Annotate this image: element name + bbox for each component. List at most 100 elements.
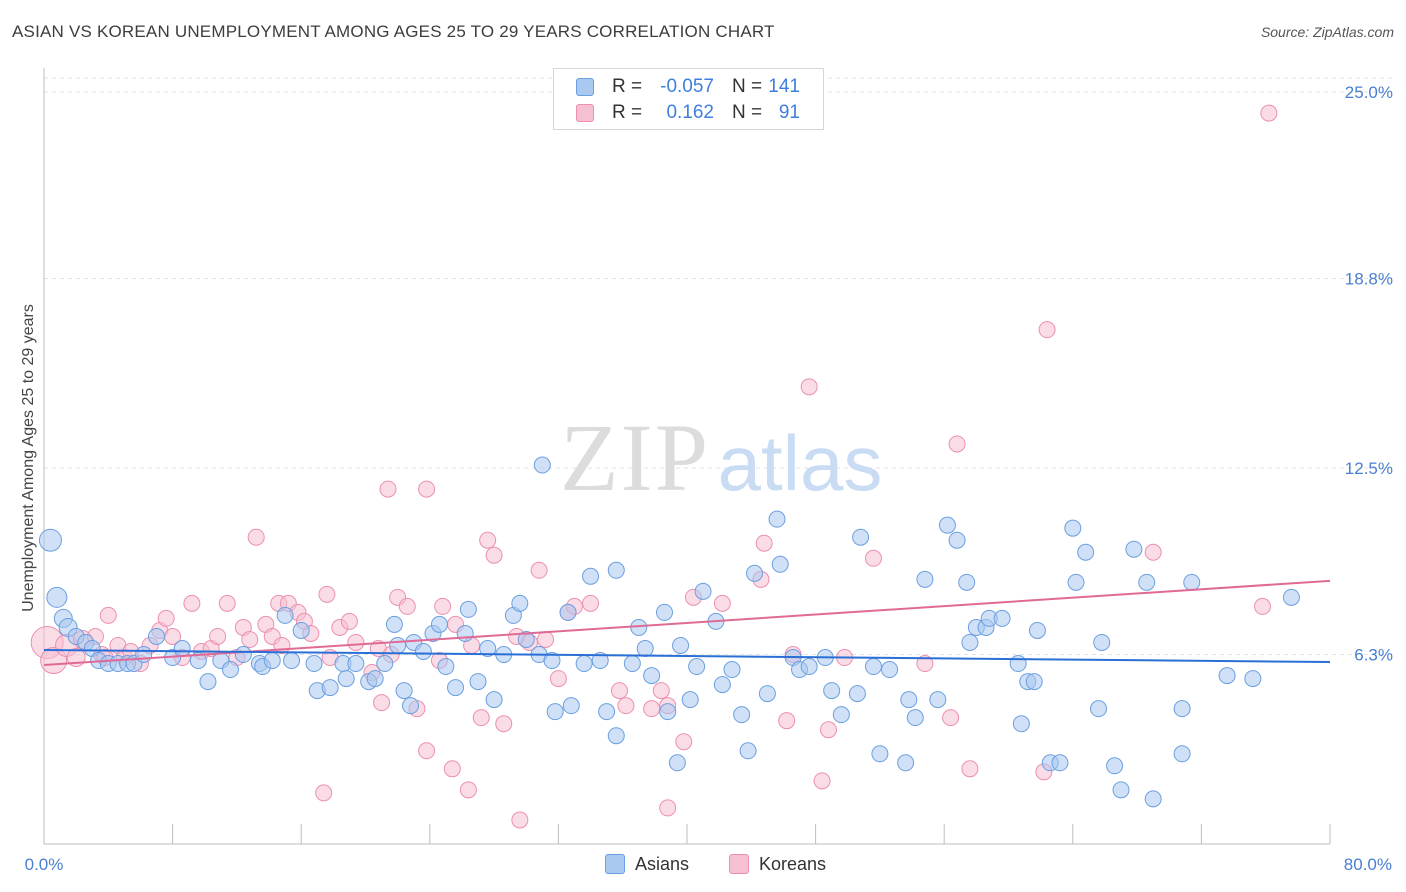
asians-point [1173, 700, 1191, 718]
tick-labels: 6.3% 12.5% 18.8% 25.0% 0.0% 80.0% [25, 83, 1393, 874]
asians-point [414, 643, 432, 661]
asians-point [993, 609, 1011, 627]
koreans-point [398, 597, 416, 615]
asians-point [900, 691, 918, 709]
asians-point [871, 745, 889, 763]
asians-point [385, 615, 403, 633]
correlation-legend: R = -0.057 N = 141 R = 0.162 N = 91 [553, 68, 824, 130]
koreans-point [1038, 321, 1056, 339]
koreans-point [813, 772, 831, 790]
koreans-trend-line [43, 579, 1331, 667]
asians-point [511, 594, 529, 612]
asians-point [636, 639, 654, 657]
koreans-point [800, 378, 818, 396]
asians-point [1051, 754, 1069, 772]
asians-point [897, 754, 915, 772]
asians-point [668, 754, 686, 772]
gridlines [44, 77, 1392, 656]
asians-point [823, 682, 841, 700]
koreans-legend-swatch [729, 854, 749, 874]
trend-lines [43, 579, 1331, 667]
asians-point [469, 673, 487, 691]
asians-point [800, 658, 818, 676]
asians-point [38, 528, 62, 552]
asians-point [848, 685, 866, 703]
koreans-point [864, 549, 882, 567]
asians-point [929, 691, 947, 709]
asians-point [1090, 700, 1108, 718]
asians-point [672, 636, 690, 654]
y-tick-label: 6.3% [1354, 646, 1393, 665]
asians-point [1067, 573, 1085, 591]
asians-point [199, 673, 217, 691]
asians-point [771, 555, 789, 573]
koreans-point [511, 811, 529, 829]
watermark: ZIP atlas [560, 404, 882, 511]
asians-point [758, 685, 776, 703]
koreans-point [495, 715, 513, 733]
asians-point [292, 621, 310, 639]
asians-point [623, 655, 641, 673]
koreans-point [347, 633, 365, 651]
asians-point [864, 658, 882, 676]
asians-point [881, 661, 899, 679]
asians-point [347, 655, 365, 673]
koreans-point [459, 781, 477, 799]
asians-point [533, 456, 551, 474]
koreans-point [643, 700, 661, 718]
koreans-point [273, 636, 291, 654]
asians-point [733, 706, 751, 724]
r-label: R = [612, 76, 643, 97]
koreans-point [183, 594, 201, 612]
koreans-swatch [576, 104, 594, 122]
asians-point [1112, 781, 1130, 799]
koreans-point [549, 670, 567, 688]
asians-point [607, 561, 625, 579]
source-label: Source: ZipAtlas.com [1260, 24, 1394, 40]
asians-point [575, 655, 593, 673]
asians-trend-line [43, 649, 1331, 664]
asians-point [1173, 745, 1191, 763]
legend-row-koreans: R = 0.162 N = 91 [554, 100, 825, 126]
asians-point [832, 706, 850, 724]
asians-point [46, 586, 68, 608]
watermark-atlas: atlas [718, 419, 883, 507]
koreans-point [157, 609, 175, 627]
koreans-point [247, 528, 265, 546]
asians-point [559, 603, 577, 621]
asians-point [694, 582, 712, 600]
koreans-point [1253, 597, 1271, 615]
asians-point [562, 697, 580, 715]
koreans-point [373, 694, 391, 712]
asians-point [948, 531, 966, 549]
asians-point [582, 567, 600, 585]
asians-point [1218, 667, 1236, 685]
koreans-point [472, 709, 490, 727]
asians-point [402, 697, 420, 715]
koreans-point [209, 627, 227, 645]
asians-point [221, 661, 239, 679]
koreans-point [778, 712, 796, 730]
koreans-point [675, 733, 693, 751]
asians-point [430, 615, 448, 633]
asians-point [189, 652, 207, 670]
legend-item-asians[interactable]: Asians [605, 851, 689, 877]
asians-point [437, 658, 455, 676]
koreans-point [485, 546, 503, 564]
asians-point [1028, 621, 1046, 639]
koreans-point [218, 594, 236, 612]
asians-point [1093, 633, 1111, 651]
asians-point [234, 646, 252, 664]
koreans-point [948, 435, 966, 453]
koreans-point [318, 585, 336, 603]
koreans-point [479, 531, 497, 549]
legend-item-koreans[interactable]: Koreans [729, 851, 826, 877]
asians-point [1125, 540, 1143, 558]
asians-point [958, 573, 976, 591]
asians-point [681, 691, 699, 709]
asians-point [1064, 519, 1082, 537]
asians-point [517, 630, 535, 648]
asians-point [852, 528, 870, 546]
koreans-point [961, 760, 979, 778]
